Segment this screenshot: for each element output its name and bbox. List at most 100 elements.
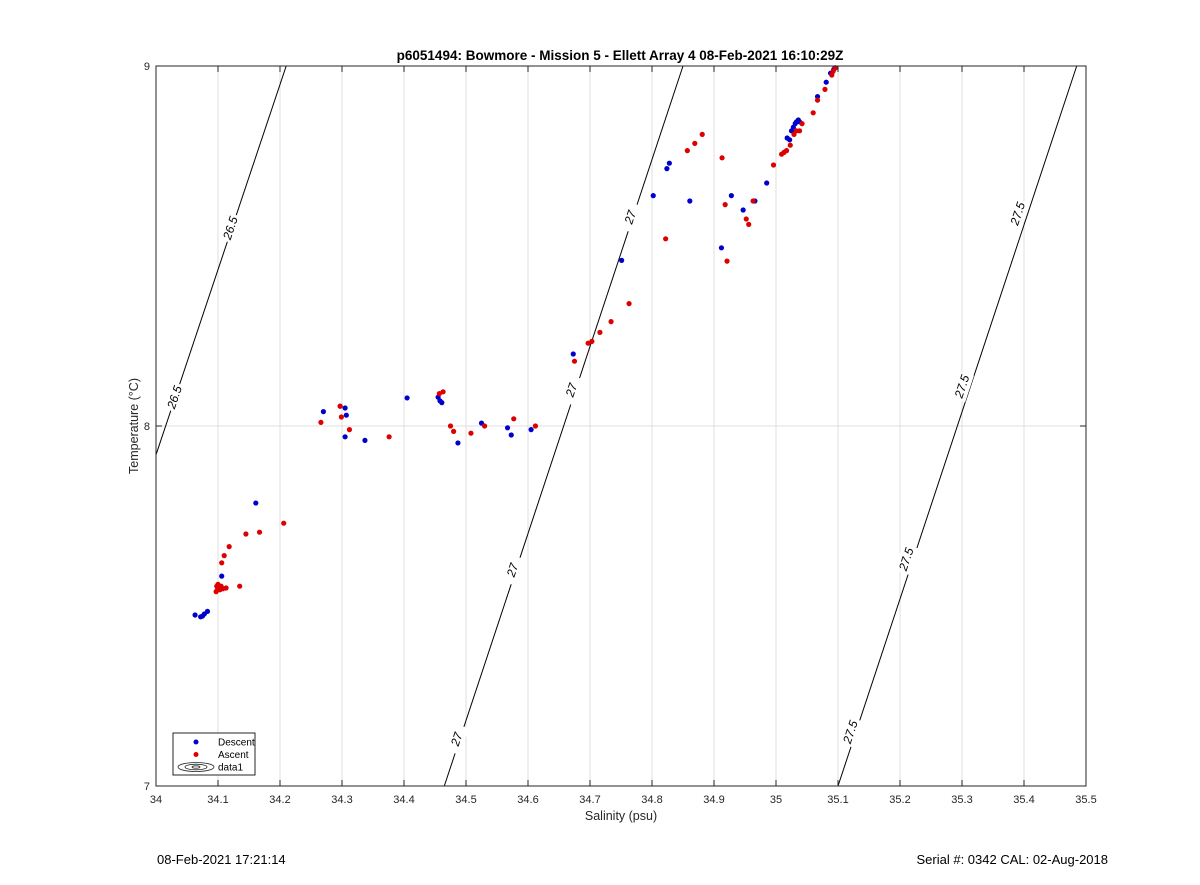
ascent-point [511, 416, 517, 422]
ascent-point [318, 419, 324, 425]
ascent-point [214, 583, 220, 589]
ascent-point [822, 86, 828, 92]
descent-point [439, 400, 445, 406]
contour-label: 27 [448, 729, 466, 748]
ascent-point [451, 428, 457, 434]
ascent-point [440, 389, 446, 395]
descent-point [787, 137, 793, 143]
ascent-point [219, 560, 225, 566]
descent-point [219, 573, 225, 579]
contour-label-backing [838, 716, 863, 748]
ascent-point [626, 301, 632, 307]
contour-label-backing [950, 370, 974, 403]
contour-label: 27 [503, 560, 521, 579]
ascent-point [346, 427, 353, 433]
ascent-point [221, 553, 227, 559]
descent-point [204, 608, 211, 615]
descent-point [320, 409, 326, 415]
chart-title: p6051494: Bowmore - Mission 5 - Ellett A… [397, 48, 844, 63]
axis-ticks: 34 34.1 34.2 34.3 34.4 34.5 34.6 34.7 34.8 34.9 35… [144, 61, 1097, 806]
ascent-point [447, 423, 454, 429]
contour-label-backing [894, 543, 919, 576]
legend-contour-icon [177, 762, 215, 772]
ascent-point [243, 531, 249, 537]
ascent-point [237, 583, 243, 589]
x-tick-label: 34.8 [641, 794, 662, 806]
ascent-point [814, 97, 821, 103]
ascent-point [337, 403, 343, 409]
x-tick-label: 34.3 [331, 794, 352, 806]
descent-point [192, 612, 198, 618]
contour-label-backing [162, 381, 187, 414]
legend-data1-label: data1 [218, 763, 243, 774]
contour-label: 27.5 [840, 718, 861, 746]
descent-point [342, 434, 348, 440]
contour-label: 27.5 [896, 546, 917, 574]
ascent-point [692, 140, 698, 146]
descent-point [404, 395, 410, 401]
descent-point [528, 427, 534, 433]
ascent-point [770, 162, 777, 168]
x-tick-label: 34.6 [517, 794, 538, 806]
x-tick-label: 34.7 [579, 794, 600, 806]
descent-point [718, 245, 725, 251]
contour-label: 27 [562, 380, 580, 399]
y-axis-label: Temperature (°C) [127, 378, 141, 474]
descent-point [823, 79, 829, 85]
descent-point [814, 94, 821, 100]
x-tick-label: 34.9 [703, 794, 724, 806]
contour-label-backing [618, 201, 643, 234]
descent-point [455, 440, 461, 446]
x-tick-label: 34.1 [207, 794, 228, 806]
ascent-point [482, 423, 488, 429]
descent-point [687, 198, 693, 204]
ascent-point [386, 434, 392, 440]
x-tick-label: 35.3 [951, 794, 972, 806]
ascent-point [783, 148, 790, 154]
x-tick-label: 35.1 [827, 794, 848, 806]
ascent-point [796, 128, 803, 134]
ascent-point [608, 319, 614, 325]
descent-point [508, 432, 514, 438]
ascent-point [256, 529, 263, 535]
ascent-point [743, 216, 749, 222]
descent-point [740, 207, 746, 213]
x-axis-label: Salinity (psu) [585, 809, 657, 823]
descent-point [664, 166, 670, 172]
ascent-point [810, 110, 816, 116]
ascent-point [663, 236, 669, 242]
grid [155, 65, 1087, 787]
legend-ascent-label: Ascent [218, 750, 249, 761]
descent-point [570, 351, 576, 357]
contour-label: 27.5 [1007, 200, 1028, 228]
ascent-point [684, 148, 690, 154]
ascent-point [722, 202, 728, 208]
y-tick-label: 8 [144, 421, 150, 433]
x-tick-label: 34.2 [269, 794, 290, 806]
contour-label-backing [218, 212, 243, 244]
descent-point [362, 437, 368, 443]
x-tick-label: 35.4 [1013, 794, 1034, 806]
x-tick-label: 35.5 [1075, 794, 1096, 806]
isopycnal-line [837, 65, 1078, 787]
ascent-point [226, 544, 232, 550]
footer-timestamp: 08-Feb-2021 17:21:14 [157, 852, 286, 867]
contour-label: 27 [621, 207, 639, 226]
descent-point [650, 193, 656, 199]
x-tick-label: 34.5 [455, 794, 476, 806]
descent-point [342, 405, 348, 411]
descent-point [728, 193, 734, 199]
descent-point [343, 412, 349, 418]
ascent-point [571, 358, 578, 364]
x-tick-label: 34.4 [393, 794, 414, 806]
contour-label: 27.5 [951, 373, 972, 401]
ascent-point [724, 258, 730, 264]
legend-ascent-marker [193, 752, 199, 757]
footer-serial-cal: Serial #: 0342 CAL: 02-Aug-2018 [916, 852, 1108, 867]
ascent-point [746, 221, 752, 227]
ascent-point [338, 414, 344, 420]
descent-point [253, 500, 259, 506]
ascent-point [787, 142, 793, 148]
